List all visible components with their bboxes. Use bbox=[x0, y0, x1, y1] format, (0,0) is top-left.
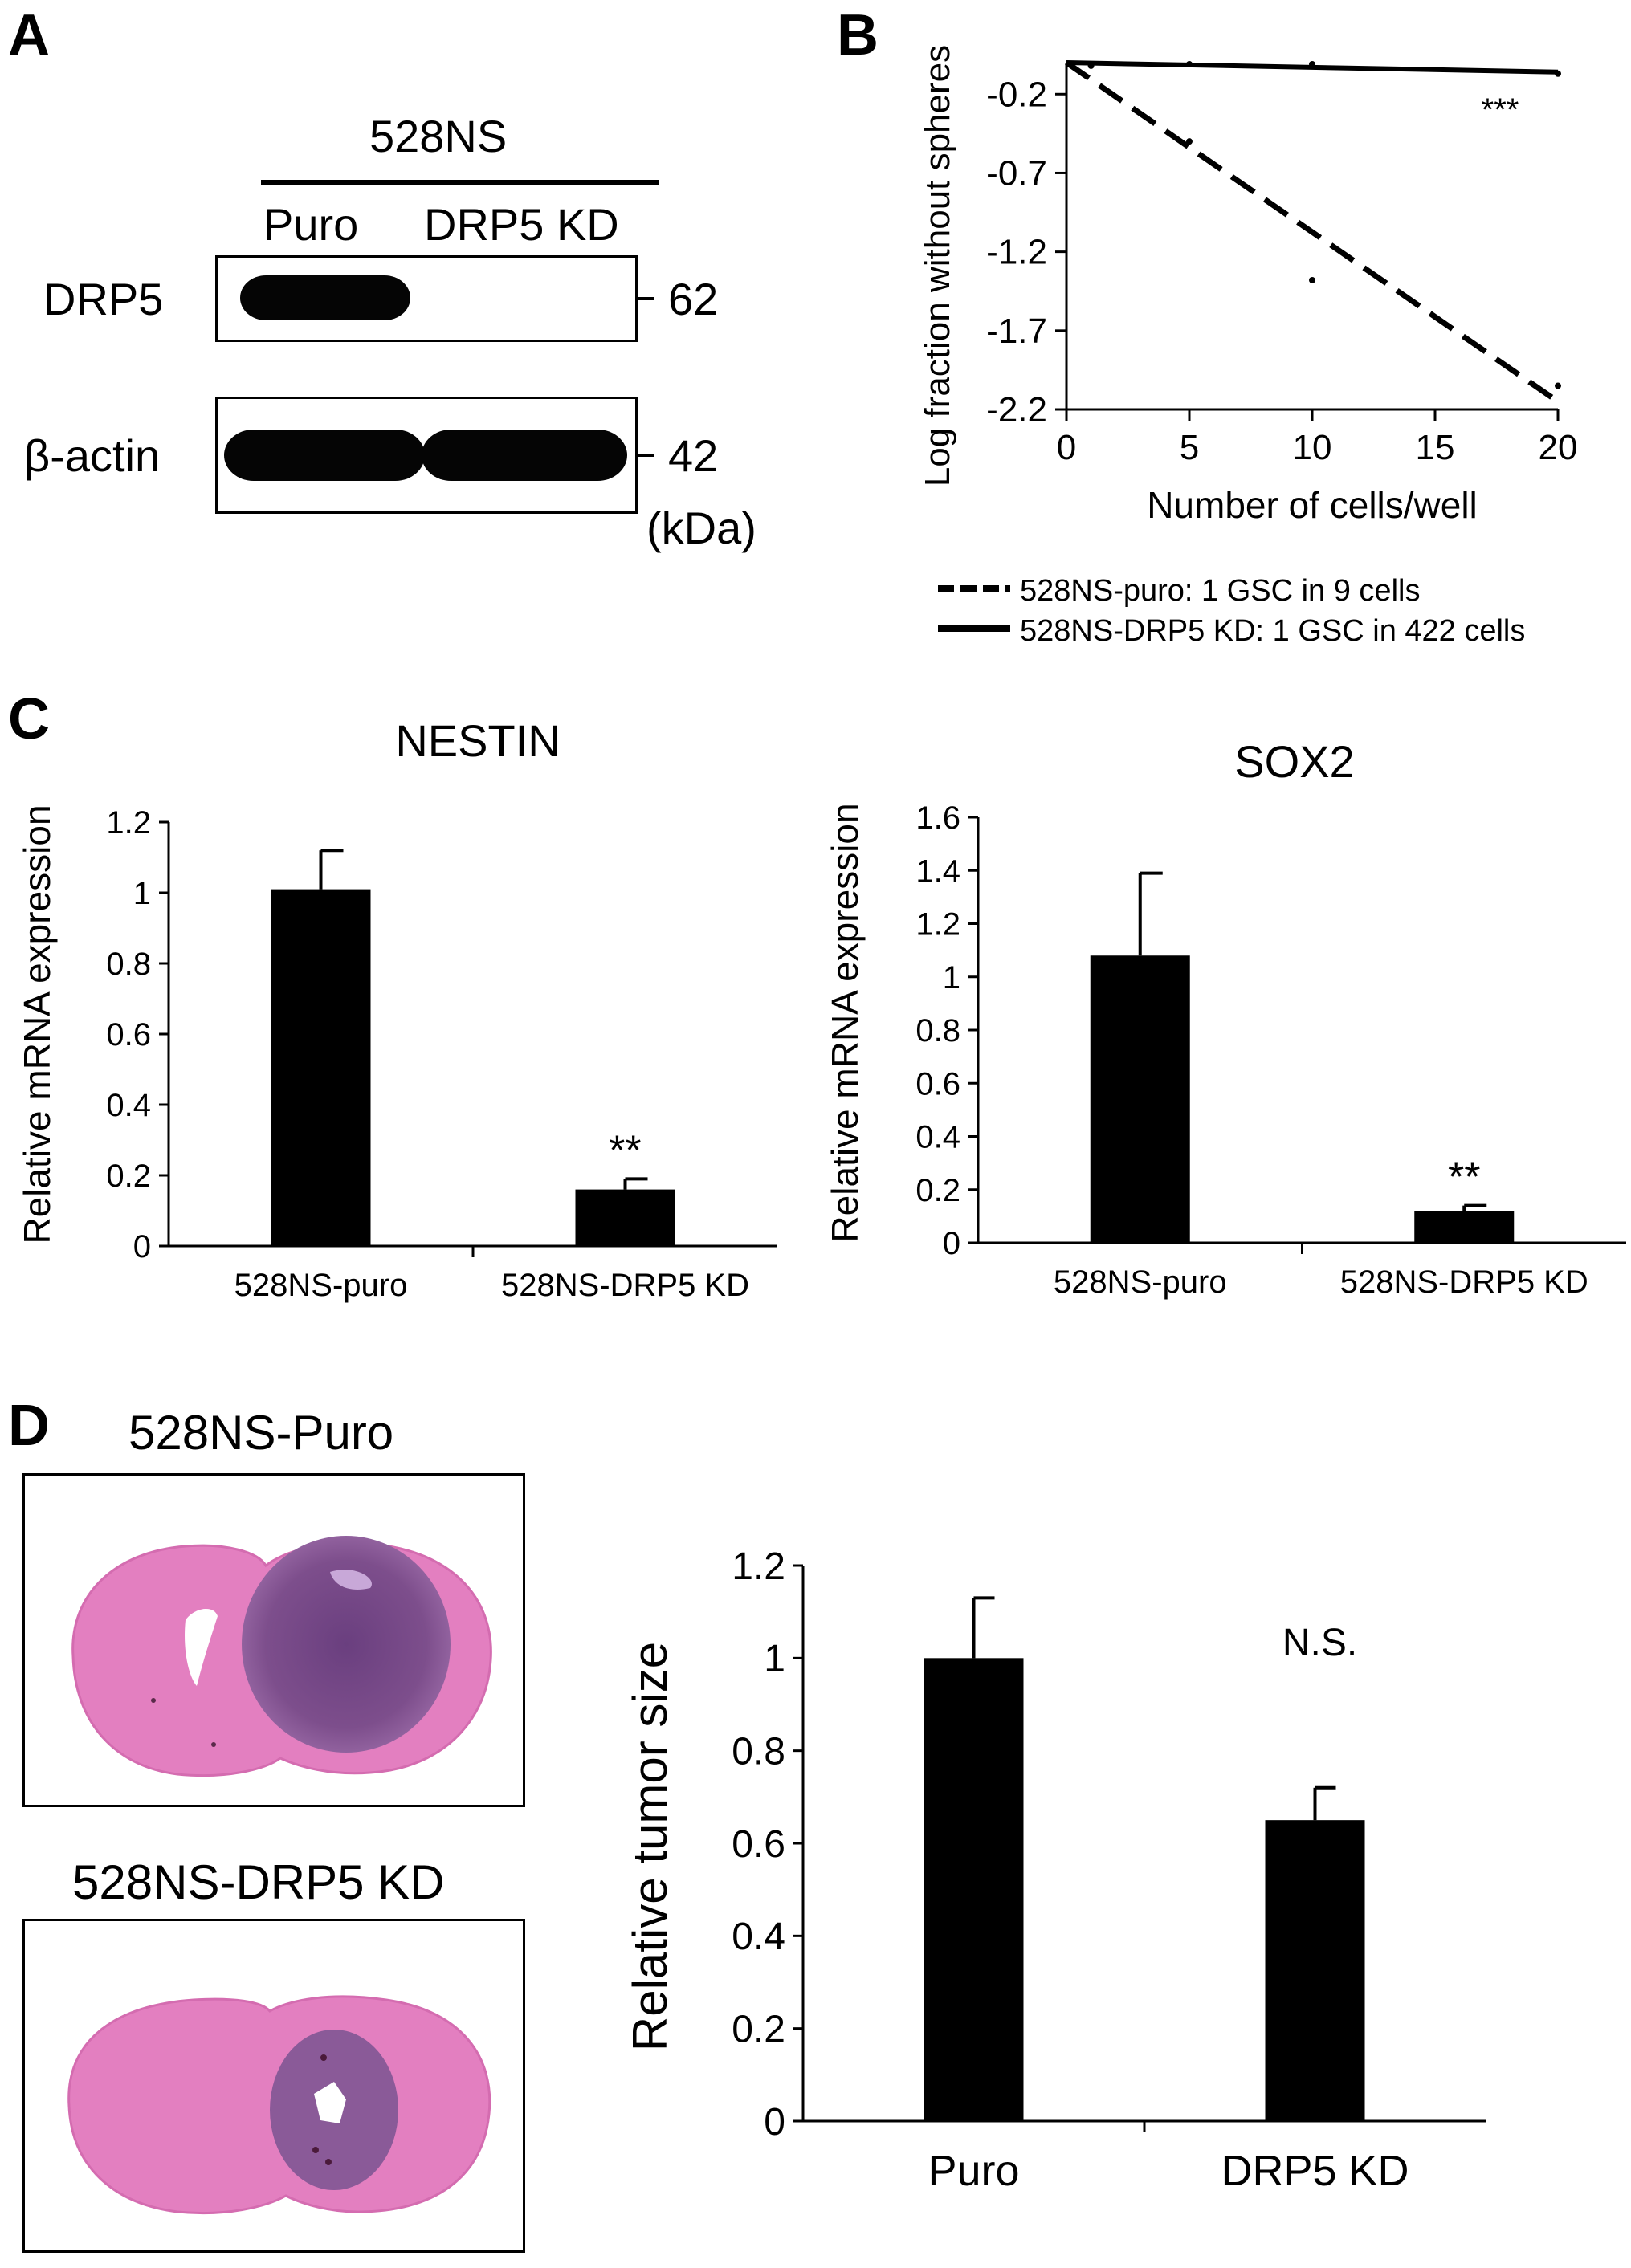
blot-strip-actin bbox=[215, 397, 638, 514]
y-tick-label: 0.4 bbox=[915, 1120, 960, 1155]
bar bbox=[1414, 1211, 1515, 1243]
blot-cell-line-bar bbox=[261, 180, 659, 185]
significance-label: N.S. bbox=[1282, 1622, 1357, 1664]
blot-protein-label: DRP5 bbox=[43, 274, 164, 324]
bar bbox=[924, 1658, 1024, 2121]
y-tick-label: 0.6 bbox=[732, 1823, 785, 1866]
legend-label: 528NS-DRP5 KD: 1 GSC in 422 cells bbox=[1020, 614, 1525, 648]
bar bbox=[1265, 1820, 1365, 2121]
panel-label-c: C bbox=[8, 687, 50, 751]
blot-unit-label: (kDa) bbox=[646, 503, 756, 553]
y-axis-label: Log fraction without spheres bbox=[918, 45, 957, 487]
y-axis-label: Relative mRNA expression bbox=[824, 803, 866, 1242]
y-tick-label: -0.2 bbox=[986, 75, 1047, 114]
y-tick-label: 1 bbox=[943, 960, 960, 996]
y-tick-label: 0.6 bbox=[106, 1017, 151, 1053]
y-tick-label: -2.2 bbox=[986, 390, 1047, 430]
category-label: 528NS-DRP5 KD bbox=[501, 1268, 749, 1303]
y-tick-label: 1.2 bbox=[732, 1545, 785, 1588]
legend-label: 528NS-puro: 1 GSC in 9 cells bbox=[1020, 574, 1420, 608]
blot-protein-label: β-actin bbox=[24, 430, 161, 481]
y-tick-label: 0.8 bbox=[106, 947, 151, 982]
y-tick-label: 1.2 bbox=[915, 907, 960, 943]
panel-label-d: D bbox=[8, 1394, 50, 1458]
blot-band bbox=[422, 430, 627, 481]
y-tick-label: 0 bbox=[943, 1226, 960, 1261]
blot-lane-label: DRP5 KD bbox=[424, 199, 619, 250]
category-label: Puro bbox=[928, 2147, 1019, 2195]
data-point bbox=[1186, 60, 1193, 67]
y-tick-label: 0.8 bbox=[732, 1730, 785, 1773]
brain-section-puro bbox=[71, 1536, 492, 1777]
y-tick-label: -1.7 bbox=[986, 311, 1047, 351]
y-tick-label: -0.7 bbox=[986, 153, 1047, 193]
histology-image-kd bbox=[22, 1919, 525, 2253]
data-point bbox=[1555, 382, 1561, 389]
x-tick-label: 0 bbox=[1057, 428, 1076, 467]
blot-marker-label: 62 bbox=[668, 274, 719, 324]
y-tick-label: 0 bbox=[764, 2101, 785, 2144]
significance-label: ** bbox=[1448, 1154, 1480, 1201]
tumor-size-chart: 0 0.2 0.4 0.6 0.8 1 1.2 Puro DRP5 KD N.S. Relative… bbox=[623, 1545, 1486, 2195]
y-tick-label: 0.4 bbox=[732, 1916, 785, 1958]
y-tick-label: 0.2 bbox=[915, 1173, 960, 1208]
y-tick-label: 1.4 bbox=[915, 853, 960, 889]
histology-title-puro: 528NS-Puro bbox=[128, 1406, 394, 1460]
blot-cell-line: 528NS bbox=[369, 111, 508, 161]
y-tick-label: 1 bbox=[133, 876, 151, 911]
bar bbox=[271, 889, 371, 1246]
significance-label: *** bbox=[1482, 92, 1519, 128]
y-tick-label: 1 bbox=[764, 1638, 785, 1680]
histology-image-puro bbox=[22, 1473, 525, 1807]
data-point bbox=[1309, 276, 1315, 283]
chart-title: SOX2 bbox=[1234, 736, 1354, 787]
data-point bbox=[1186, 138, 1193, 145]
panel-label-b: B bbox=[837, 3, 879, 67]
y-axis-label: Relative mRNA expression bbox=[16, 804, 58, 1244]
limiting-dilution-chart: -0.2 -0.7 -1.2 -1.7 -2.2 0 5 10 15 20 *** Number of… bbox=[918, 45, 1578, 648]
y-tick-label: 0.2 bbox=[106, 1158, 151, 1194]
y-tick-label: 1.6 bbox=[915, 800, 960, 836]
x-tick-label: 15 bbox=[1416, 428, 1455, 467]
y-tick-label: 0.8 bbox=[915, 1013, 960, 1048]
marker-tick bbox=[637, 297, 654, 300]
brain-section-kd bbox=[67, 1995, 491, 2215]
x-tick-label: 20 bbox=[1539, 428, 1578, 467]
panel-label-a: A bbox=[8, 3, 50, 67]
series-line-puro bbox=[1065, 60, 1560, 405]
y-tick-label: 0.4 bbox=[106, 1088, 151, 1123]
data-point bbox=[1309, 60, 1315, 67]
mrna-expression-charts: 0 0.2 0.4 0.6 0.8 1 1.2 528NS-puro 528NS-DRP5 KD… bbox=[16, 715, 1626, 1303]
significance-label: ** bbox=[609, 1127, 641, 1174]
category-label: 528NS-puro bbox=[234, 1268, 408, 1303]
y-tick-label: 1.2 bbox=[106, 805, 151, 841]
y-tick-label: 0 bbox=[133, 1229, 151, 1264]
y-tick-label: 0.6 bbox=[915, 1066, 960, 1101]
bar bbox=[1090, 955, 1190, 1243]
y-tick-label: 0.2 bbox=[732, 2008, 785, 2050]
blot-marker-label: 42 bbox=[668, 430, 719, 481]
x-tick-label: 10 bbox=[1293, 428, 1332, 467]
blot-lane-label: Puro bbox=[263, 199, 359, 250]
blot-band bbox=[240, 275, 410, 320]
y-tick-label: -1.2 bbox=[986, 233, 1047, 272]
x-axis-label: Number of cells/well bbox=[1147, 484, 1478, 526]
histology-title-kd: 528NS-DRP5 KD bbox=[72, 1855, 445, 1909]
blot-strip-drp5 bbox=[215, 255, 638, 342]
blot-band bbox=[224, 430, 425, 481]
y-axis-label: Relative tumor size bbox=[623, 1642, 677, 2051]
category-label: 528NS-puro bbox=[1054, 1264, 1227, 1300]
marker-tick bbox=[637, 454, 654, 457]
bar bbox=[575, 1189, 675, 1246]
category-label: 528NS-DRP5 KD bbox=[1340, 1264, 1588, 1300]
x-tick-label: 5 bbox=[1180, 428, 1199, 467]
data-point bbox=[1087, 62, 1095, 69]
chart-title: NESTIN bbox=[395, 715, 560, 766]
category-label: DRP5 KD bbox=[1221, 2147, 1409, 2195]
data-point bbox=[1555, 70, 1561, 77]
